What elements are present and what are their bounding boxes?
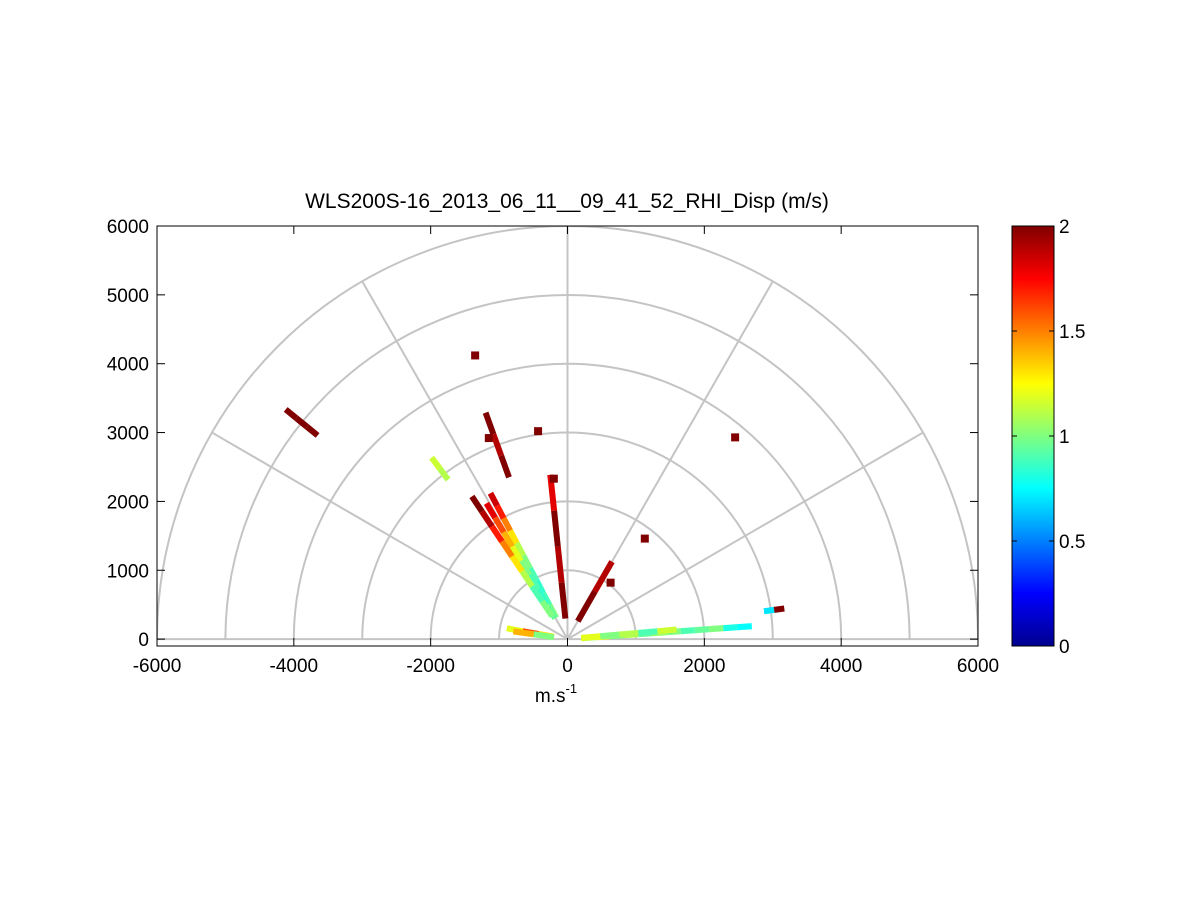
beam-gate	[479, 509, 495, 529]
beam-gate	[487, 491, 500, 508]
beam-gate	[619, 629, 639, 638]
beam-gate	[509, 545, 524, 563]
data-point	[484, 434, 493, 443]
beam-gate	[592, 560, 615, 593]
beam-gate	[580, 633, 601, 641]
beam-gate	[520, 554, 533, 570]
beam-gate	[305, 424, 320, 438]
y-tick-label: 2000	[107, 492, 149, 513]
data-point	[606, 578, 615, 587]
beam-gate	[600, 631, 620, 640]
beam-gate	[514, 541, 526, 557]
colorbar-tick-label: 1.5	[1059, 322, 1085, 343]
beam-gate	[509, 554, 525, 573]
colorbar-tick-label: 0	[1059, 637, 1070, 658]
data-point	[534, 427, 543, 436]
beam-gate	[575, 589, 598, 623]
x-tick-label: -4000	[270, 656, 319, 677]
beam-gate	[490, 433, 504, 457]
data-point	[731, 433, 740, 442]
data-layer	[283, 351, 785, 642]
beam-gate	[694, 626, 710, 634]
beam-gate	[294, 415, 309, 430]
data-point	[471, 351, 480, 360]
x-tick-label: -6000	[133, 656, 182, 677]
beam-gate	[680, 627, 696, 635]
beam-gate	[547, 474, 558, 511]
x-tick-label: -2000	[406, 656, 455, 677]
data-point	[640, 534, 649, 543]
beam-gate	[499, 539, 515, 558]
beam-gate	[437, 466, 451, 482]
beam-gate	[533, 631, 555, 641]
colorbar-ticks: 0 0.5 1 1.5 2	[1012, 217, 1085, 658]
beam-gate	[518, 559, 532, 577]
beam-gate	[723, 624, 738, 632]
beam-gate	[529, 584, 545, 603]
beam-gate	[492, 516, 507, 534]
y-tick-label: 3000	[107, 424, 149, 445]
beam-gate	[657, 626, 677, 635]
beam-gate	[708, 625, 724, 633]
beam-gate	[469, 494, 485, 514]
spoke-line	[566, 431, 924, 640]
beam-gate	[489, 524, 505, 544]
x-axis-label-base: m.s	[535, 686, 566, 707]
y-tick-label: 1000	[107, 561, 149, 582]
beam-gate	[773, 605, 785, 613]
y-tick-label: 0	[138, 630, 149, 651]
colorbar-tick-label: 2	[1059, 217, 1070, 238]
spoke-line	[211, 431, 569, 640]
x-axis-label-superscript: -1	[566, 681, 578, 696]
y-tick-labels: 0 1000 2000 3000 4000 5000 6000	[107, 217, 149, 651]
beam-gate	[527, 566, 540, 582]
beam-gate	[494, 504, 507, 520]
y-tick-label: 4000	[107, 355, 149, 376]
y-tick-label: 5000	[107, 286, 149, 307]
beam-gate	[483, 501, 498, 520]
beam-gate	[558, 582, 569, 619]
axis-ticks	[156, 225, 979, 646]
beam-gate	[737, 623, 752, 631]
beam-gate	[638, 628, 658, 636]
beam-gate	[512, 628, 534, 638]
x-tick-label: 0	[562, 656, 573, 677]
colorbar	[1011, 225, 1055, 647]
beam-gate	[551, 510, 561, 547]
chart-title: WLS200S-16_2013_06_11__09_41_52_RHI_Disp…	[305, 190, 829, 213]
beam-gate	[501, 530, 515, 549]
colorbar-tick-label: 1	[1059, 427, 1070, 448]
x-tick-label: 6000	[957, 656, 999, 677]
beam-gate	[539, 599, 555, 618]
beam-gate	[429, 455, 443, 471]
beam-gate	[763, 606, 775, 615]
x-tick-labels: -6000 -4000 -2000 0 2000 4000 6000	[133, 656, 999, 677]
beam-gate	[519, 569, 535, 588]
colorbar-tick-label: 0.5	[1059, 532, 1085, 553]
beam-gate	[507, 529, 520, 545]
beam-gate	[482, 411, 497, 436]
beam-gate	[554, 546, 565, 583]
polar-grid	[157, 226, 978, 641]
beam-gate	[498, 454, 512, 479]
beam-gate	[283, 407, 299, 421]
x-tick-label: 4000	[820, 656, 862, 677]
data-point	[549, 474, 558, 483]
y-tick-label: 6000	[107, 217, 149, 238]
x-tick-label: 2000	[683, 656, 725, 677]
beam-gate	[500, 516, 513, 532]
x-axis-label: m.s-1	[535, 681, 577, 707]
